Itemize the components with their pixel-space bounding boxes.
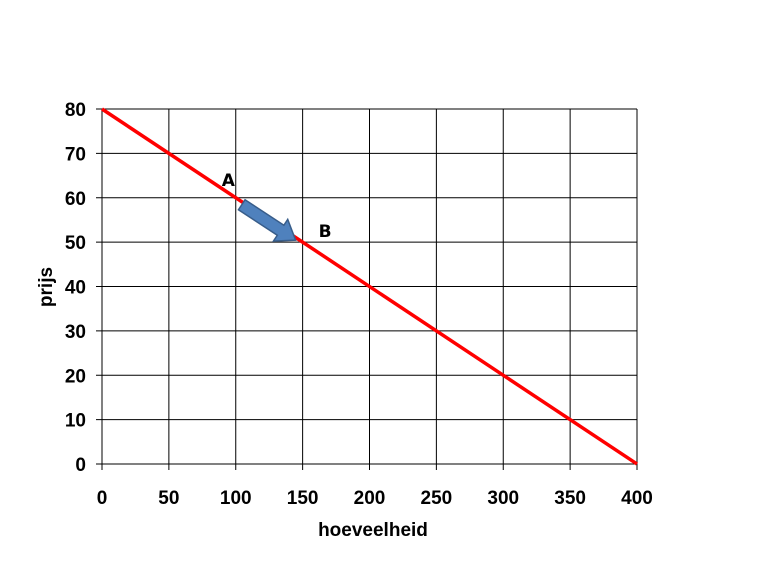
y-tick-label: 60 [65,189,86,210]
x-tick-label: 400 [621,488,653,509]
y-tick-label: 10 [65,411,86,432]
y-tick-label: 30 [65,322,86,343]
y-axis-title: prijs [36,267,57,307]
x-tick-label: 350 [554,488,586,509]
x-tick-label: 300 [487,488,519,509]
y-tick-label: 40 [65,278,86,299]
y-tick-label: 80 [65,100,86,121]
x-tick-label: 0 [97,488,108,509]
movement-arrow [237,198,297,242]
point-label-b: B [319,222,332,242]
x-tick-label: 100 [220,488,252,509]
y-tick-label: 0 [75,455,86,476]
x-tick-label: 250 [421,488,453,509]
arrow-layer [237,198,297,242]
x-axis-title: hoeveelheid [318,520,428,541]
annotations: AB [222,171,332,242]
demand-line [101,107,638,466]
y-tick-label: 50 [65,233,86,254]
x-tick-label: 150 [287,488,319,509]
series-layer [101,107,638,466]
point-label-a: A [222,171,236,191]
y-tick-label: 20 [65,366,86,387]
x-tick-label: 50 [158,488,179,509]
grid [96,108,638,470]
tick-labels: 0 50 100 150 200 250 300 350 400 0 10 20 30 40 50 60 70 8… [65,100,653,509]
y-tick-label: 70 [65,144,86,165]
x-tick-label: 200 [354,488,386,509]
